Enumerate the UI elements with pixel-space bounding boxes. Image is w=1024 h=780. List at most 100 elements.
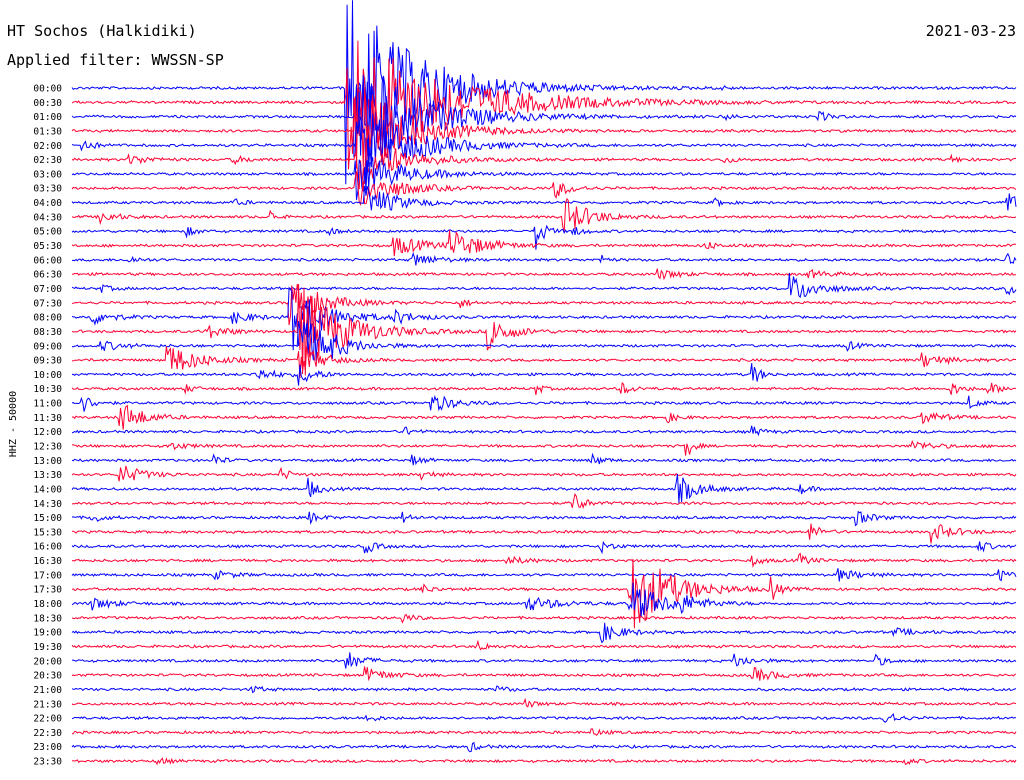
trace-line (71, 510, 1017, 527)
filter-label: Applied filter: WWSSN-SP (7, 51, 224, 69)
tick-label: 19:00 (33, 628, 62, 639)
tick-label: 04:30 (33, 212, 62, 223)
tick-label: 17:00 (33, 570, 62, 581)
trace-line (71, 552, 1017, 569)
trace-line (71, 452, 1017, 466)
trace-line (71, 685, 1017, 694)
trace-line (71, 363, 1017, 386)
tick-label: 22:30 (33, 728, 62, 739)
trace-line (71, 252, 1017, 266)
tick-label: 05:30 (33, 241, 62, 252)
trace-line (71, 87, 1017, 169)
tick-label: 20:00 (33, 656, 62, 667)
trace-line (71, 614, 1017, 624)
tick-label: 14:30 (33, 499, 62, 510)
trace-line (71, 582, 1017, 618)
tick-label: 18:00 (33, 599, 62, 610)
trace-line (71, 492, 1017, 510)
trace-line (72, 523, 1016, 544)
trace-line (71, 652, 1017, 669)
tick-label: 06:00 (33, 255, 62, 266)
trace-line (71, 171, 1017, 207)
trace-line (71, 284, 1017, 326)
tick-label: 10:00 (33, 370, 62, 381)
date-label: 2021-03-23 (926, 22, 1016, 40)
trace-line (71, 465, 1017, 482)
tick-label: 19:30 (33, 642, 62, 653)
trace-line (71, 197, 1017, 233)
trace-line (71, 440, 1017, 456)
tick-label: 12:00 (33, 427, 62, 438)
trace-line (71, 473, 1017, 503)
tick-label: 14:00 (33, 484, 62, 495)
trace-line (71, 74, 1017, 159)
trace-line (71, 40, 1017, 170)
tick-label: 13:30 (33, 470, 62, 481)
tick-label: 11:30 (33, 413, 62, 424)
tick-label: 18:30 (33, 613, 62, 624)
trace-line (71, 394, 1017, 412)
y-axis-label: HHZ - 50000 (8, 391, 19, 457)
tick-label: 03:00 (33, 169, 62, 180)
tick-label: 12:30 (33, 442, 62, 453)
trace-line (71, 666, 1017, 682)
tick-label: 21:00 (33, 685, 62, 696)
tick-label: 15:00 (33, 513, 62, 524)
trace-line (71, 425, 1017, 437)
trace-line (71, 712, 1017, 723)
trace-line (71, 272, 1017, 299)
tick-label: 02:30 (33, 155, 62, 166)
trace-line (71, 113, 1017, 180)
trace-line (71, 381, 1017, 395)
station-title: HT Sochos (Halkidiki) (7, 22, 197, 40)
time-tick-labels: 00:00 00:30 01:00 01:30 02:00 02:30 03:00 03:30… (33, 84, 62, 768)
trace-line (71, 137, 1017, 190)
trace-line (71, 230, 1017, 257)
tick-label: 10:30 (33, 384, 62, 395)
trace-line (72, 728, 1017, 737)
trace-line (71, 540, 1017, 555)
trace-line (71, 622, 1017, 644)
tick-label: 04:00 (33, 198, 62, 209)
tick-label: 00:30 (33, 98, 62, 109)
tick-label: 07:00 (33, 284, 62, 295)
tick-label: 06:30 (33, 270, 62, 281)
trace-line (71, 697, 1017, 708)
tick-label: 05:00 (33, 227, 62, 238)
seismic-traces (71, 0, 1017, 766)
tick-label: 21:30 (33, 699, 62, 710)
trace-line (71, 404, 1017, 430)
trace-line (71, 185, 1017, 211)
trace-line (71, 568, 1017, 582)
tick-label: 09:30 (33, 356, 62, 367)
trace-line (71, 639, 1017, 651)
tick-label: 15:30 (33, 527, 62, 538)
tick-label: 23:30 (33, 757, 62, 768)
tick-label: 16:00 (33, 542, 62, 553)
tick-label: 20:30 (33, 671, 62, 682)
tick-label: 02:00 (33, 141, 62, 152)
tick-label: 23:00 (33, 742, 62, 753)
trace-line (71, 320, 1017, 361)
trace-line (71, 558, 1017, 629)
tick-label: 00:00 (33, 84, 62, 95)
tick-label: 08:00 (33, 313, 62, 324)
tick-label: 11:00 (33, 399, 62, 410)
tick-label: 01:30 (33, 126, 62, 137)
tick-label: 17:30 (33, 585, 62, 596)
trace-line (71, 286, 1017, 351)
trace-line (71, 224, 1017, 250)
trace-line (71, 741, 1017, 753)
tick-label: 07:30 (33, 298, 62, 309)
trace-line (71, 0, 1017, 185)
tick-label: 08:30 (33, 327, 62, 338)
tick-label: 13:00 (33, 456, 62, 467)
tick-label: 22:00 (33, 714, 62, 725)
trace-line (71, 283, 1017, 376)
tick-label: 16:30 (33, 556, 62, 567)
trace-line (71, 346, 1017, 379)
trace-line (71, 757, 1017, 766)
tick-label: 01:00 (33, 112, 62, 123)
tick-label: 09:00 (33, 341, 62, 352)
